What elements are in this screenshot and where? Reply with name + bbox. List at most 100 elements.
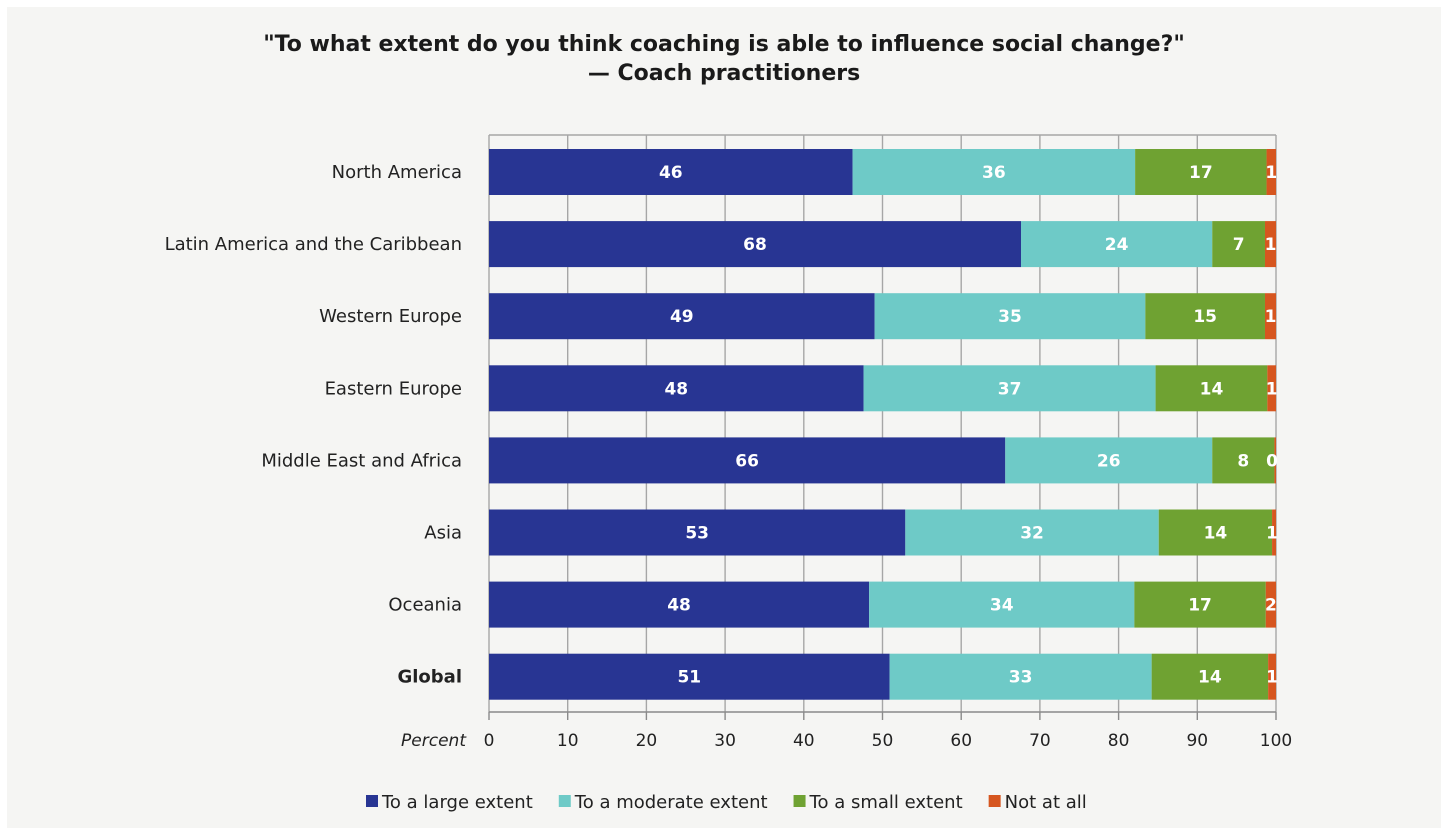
data-label: 2: [1265, 596, 1277, 616]
bar-segment: [1151, 653, 1269, 700]
chart-subtitle: — Coach practitioners: [587, 61, 861, 86]
x-tick-label: 30: [714, 731, 736, 751]
category-label: Latin America and the Caribbean: [165, 234, 462, 255]
data-label: 51: [677, 668, 701, 688]
bar-segment: [1272, 509, 1276, 556]
x-axis-title: Percent: [401, 731, 467, 751]
bar-segment: [874, 293, 1146, 340]
data-label: 1: [1265, 235, 1277, 255]
bar-segment: [1212, 221, 1265, 268]
x-tick-label: 70: [1029, 731, 1051, 751]
x-tick-label: 10: [557, 731, 579, 751]
data-label: 1: [1266, 379, 1278, 399]
bar-segment: [1135, 149, 1267, 195]
x-tick-label: 80: [1108, 731, 1130, 751]
bar-segment: [1274, 437, 1276, 484]
data-label: 35: [998, 307, 1022, 327]
x-tick-label: 100: [1260, 731, 1292, 751]
category-labels: North America Latin America and the Carib…: [165, 162, 462, 688]
bar-segment: [1212, 437, 1275, 484]
bar-segment: [869, 581, 1135, 628]
data-label: 48: [667, 596, 691, 616]
x-tick-label: 90: [1186, 731, 1208, 751]
bar-segment: [489, 365, 864, 412]
data-label: 7: [1233, 235, 1245, 255]
data-label: 68: [743, 235, 767, 255]
chart-title: "To what extent do you think coaching is…: [0, 30, 1448, 88]
x-tick-label: 0: [484, 731, 495, 751]
legend-label: To a large extent: [381, 792, 533, 813]
bar-segment: [489, 653, 890, 700]
bar-segment: [1265, 581, 1276, 628]
legend: To a large extent To a moderate extent To …: [366, 792, 1087, 813]
data-label: 1: [1265, 307, 1277, 327]
legend-swatch: [793, 795, 806, 807]
data-label: 1: [1266, 524, 1278, 544]
legend-label: To a moderate extent: [574, 792, 768, 813]
data-label: 17: [1189, 163, 1213, 183]
category-label: Western Europe: [319, 306, 462, 327]
bar-segment: [1155, 365, 1268, 412]
data-label: 46: [659, 163, 683, 183]
data-label: 36: [982, 163, 1006, 183]
bar-segment: [489, 509, 906, 556]
bar-segment: [489, 581, 870, 628]
chart-title-line: "To what extent do you think coaching is…: [263, 32, 1185, 57]
data-label: 24: [1105, 235, 1129, 255]
bar-segment: [1145, 293, 1265, 340]
data-label: 26: [1097, 451, 1121, 471]
data-label: 14: [1198, 668, 1222, 688]
bar-segment: [1005, 437, 1213, 484]
data-label: 15: [1193, 307, 1217, 327]
data-label: 0: [1266, 451, 1278, 471]
x-tick-label: 60: [950, 731, 972, 751]
data-label: 66: [735, 451, 759, 471]
category-label: Asia: [424, 523, 462, 544]
data-label: 8: [1237, 451, 1249, 471]
legend-swatch: [558, 795, 571, 807]
bar-segment: [1021, 221, 1213, 268]
data-label: 14: [1200, 379, 1224, 399]
legend-label: To a small extent: [809, 792, 963, 813]
bar-segment: [489, 149, 853, 195]
data-label: 53: [685, 524, 709, 544]
data-label: 48: [664, 379, 688, 399]
bar-segment: [1268, 653, 1276, 700]
category-label: Eastern Europe: [325, 378, 462, 399]
bar-segment: [489, 221, 1022, 268]
category-label: Global: [397, 667, 462, 688]
data-label: 17: [1188, 596, 1212, 616]
bar-segment: [852, 149, 1136, 195]
legend-swatch: [988, 795, 1001, 807]
bar-segment: [1134, 581, 1266, 628]
data-label: 1: [1265, 163, 1277, 183]
category-label: North America: [332, 162, 462, 183]
data-label: 34: [990, 596, 1014, 616]
bar-segment: [489, 437, 1006, 484]
data-label: 1: [1266, 668, 1278, 688]
x-tick-label: 50: [872, 731, 894, 751]
data-label: 37: [998, 379, 1022, 399]
x-tick-label: 40: [793, 731, 815, 751]
data-label: 14: [1204, 524, 1228, 544]
category-label: Middle East and Africa: [261, 450, 462, 471]
bar-segment: [889, 653, 1152, 700]
data-label: 33: [1009, 668, 1033, 688]
data-label: 32: [1020, 524, 1044, 544]
category-label: Oceania: [388, 595, 462, 616]
bar-segment: [1266, 149, 1276, 195]
x-tick-label: 20: [636, 731, 658, 751]
bar-segment: [1158, 509, 1273, 556]
bar-segment: [905, 509, 1159, 556]
bar-segment: [1267, 365, 1276, 412]
bar-segment: [1264, 293, 1276, 340]
bar-segment: [863, 365, 1156, 412]
x-axis: 0 10 20 30 40 50 60 70 80 90 100 Percent: [401, 711, 1292, 751]
bar-segment: [489, 293, 875, 340]
bar-segment: [1264, 221, 1276, 268]
legend-label: Not at all: [1005, 792, 1087, 813]
data-label: 49: [670, 307, 694, 327]
bars: 46 36 17 168 24 7 149 35 15 148 37 14 166 26 8 053 32 14 1…: [489, 149, 1278, 700]
legend-swatch: [366, 795, 378, 807]
